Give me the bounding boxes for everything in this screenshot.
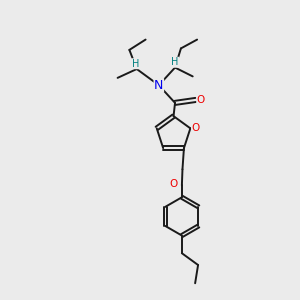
Text: O: O: [197, 95, 205, 105]
Text: H: H: [171, 57, 179, 67]
Text: O: O: [191, 123, 200, 133]
Text: H: H: [132, 59, 139, 69]
Text: O: O: [169, 179, 178, 189]
Text: N: N: [154, 79, 164, 92]
